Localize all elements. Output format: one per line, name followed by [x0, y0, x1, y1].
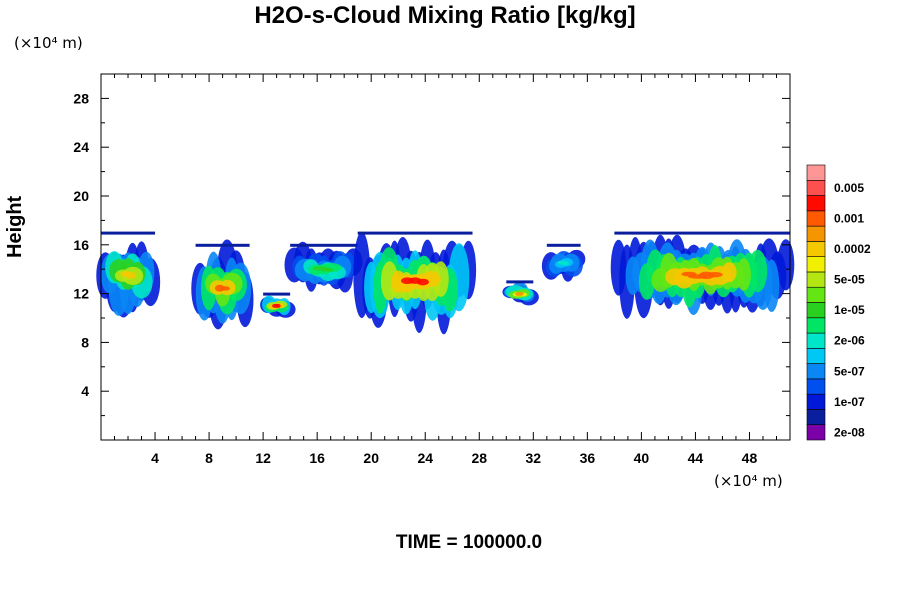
cloud-blob: [721, 262, 737, 283]
cloud-top-edge: [506, 280, 534, 284]
colorbar-swatch: [806, 256, 826, 273]
colorbar-swatch: [806, 195, 826, 212]
cloud-top-edge: [546, 243, 581, 247]
y-tick-label: 12: [73, 286, 89, 302]
y-tick-label: 20: [73, 188, 89, 204]
cloud-blob: [736, 258, 751, 291]
colorbar-swatch: [806, 317, 826, 334]
cloud-top-edge: [195, 243, 250, 247]
cloud-region-3: [260, 292, 296, 318]
colorbar-swatch: [806, 348, 826, 364]
y-tick-label: 28: [73, 90, 89, 106]
cloud-blob: [763, 259, 780, 312]
cloud-region-8: [610, 231, 795, 319]
colorbar-label: 1e-07: [834, 395, 865, 409]
cloud-top-edge: [614, 231, 790, 235]
colorbar-swatch: [806, 424, 826, 441]
cloud-blob: [432, 261, 449, 297]
cloud-field: [96, 231, 795, 335]
cloud-region-4: [284, 241, 363, 293]
y-tick-label: 4: [81, 383, 89, 399]
x-tick-label: 48: [742, 450, 758, 466]
cloud-blob: [125, 271, 136, 279]
colorbar: 2e-08 1e-07 5e-07 2e-06 1e-05 5e-05 0.0002 0.00…: [806, 164, 871, 441]
cloud-blob: [321, 267, 334, 272]
y-tick-label: 24: [73, 139, 89, 155]
colorbar-swatch: [806, 363, 826, 380]
x-axis-unit: (×10⁴ m): [714, 472, 783, 490]
colorbar-swatch: [806, 241, 826, 257]
cloud-top-edge: [290, 243, 358, 247]
colorbar-swatch: [806, 179, 826, 196]
x-tick-label: 32: [526, 450, 542, 466]
x-tick-label: 20: [363, 450, 379, 466]
cloud-top-edge: [357, 231, 473, 235]
x-tick-label: 40: [634, 450, 650, 466]
cloud-blob: [275, 303, 281, 308]
cloud-blob: [518, 291, 524, 296]
y-axis-unit: (×10⁴ m): [14, 34, 83, 52]
colorbar-swatch: [806, 210, 826, 227]
cloud-region-6: [502, 280, 539, 306]
colorbar-label: 2e-06: [834, 334, 865, 348]
colorbar-label: 2e-08: [834, 425, 865, 439]
cloud-blob: [416, 278, 429, 286]
colorbar-swatch: [806, 286, 826, 303]
colorbar-swatch: [806, 409, 826, 426]
x-tick-label: 4: [151, 450, 159, 466]
colorbar-swatch: [806, 271, 826, 288]
colorbar-label: 1e-05: [834, 303, 865, 317]
x-tick-label: 12: [255, 450, 271, 466]
plot-frame: [100, 73, 791, 441]
x-tick-label: 28: [471, 450, 487, 466]
cloud-region-7: [541, 243, 586, 282]
cloud-blob: [748, 249, 768, 293]
colorbar-label: 0.005: [834, 181, 864, 195]
y-tick-label: 8: [81, 334, 89, 350]
colorbar-swatch: [806, 332, 826, 349]
colorbar-swatch: [806, 225, 826, 242]
cloud-blob: [707, 271, 723, 278]
cloud-top-edge: [263, 292, 291, 296]
y-tick-label: 16: [73, 237, 89, 253]
x-tick-label: 44: [688, 450, 704, 466]
colorbar-label: 0.001: [834, 211, 864, 225]
cloud-top-edge: [101, 231, 156, 235]
time-label: TIME = 100000.0: [395, 532, 543, 553]
x-tick-label: 8: [205, 450, 213, 466]
x-tick-label: 24: [417, 450, 433, 466]
cloud-blob: [561, 261, 570, 266]
colorbar-label: 5e-05: [834, 273, 865, 287]
cloud-region-1: [96, 231, 161, 318]
colorbar-swatch: [806, 302, 826, 319]
cloud-region-2: [191, 239, 254, 330]
colorbar-swatch: [806, 378, 826, 395]
colorbar-swatch: [806, 164, 826, 181]
colorbar-label: 5e-07: [834, 364, 865, 378]
cloud-region-5: [353, 231, 477, 335]
cloud-blob: [220, 286, 230, 291]
cloud-blob: [777, 239, 795, 291]
x-tick-label: 36: [580, 450, 596, 466]
chart-title: H2O-s-Cloud Mixing Ratio [kg/kg]: [254, 2, 636, 29]
colorbar-label: 0.0002: [834, 242, 871, 256]
x-tick-label: 16: [309, 450, 325, 466]
colorbar-swatch: [806, 393, 826, 410]
